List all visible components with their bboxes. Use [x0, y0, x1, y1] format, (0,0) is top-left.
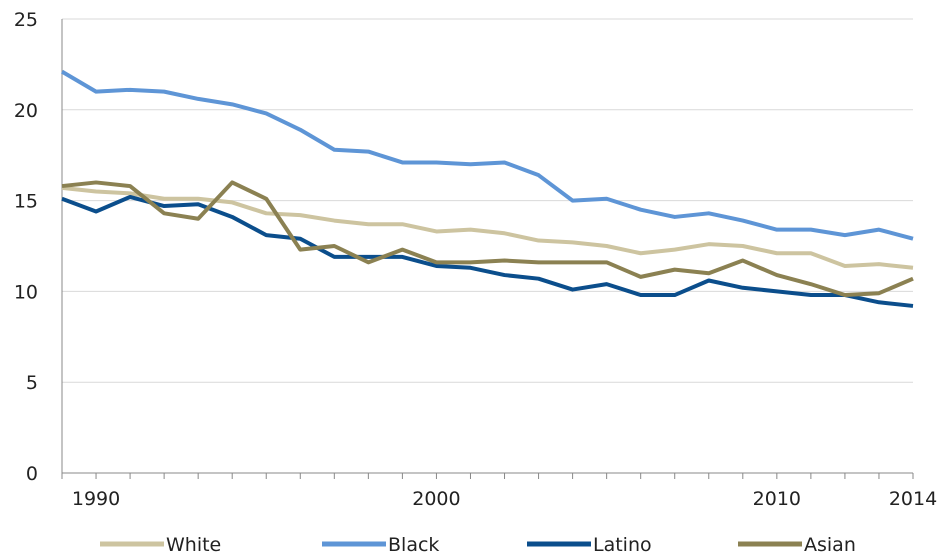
legend-item-black: Black [322, 534, 439, 556]
x-tick-label: 2014 [889, 488, 937, 510]
legend: White Black Latino Asian [100, 534, 856, 556]
x-tick-label: 2010 [753, 488, 801, 510]
x-tick-label: 2000 [412, 488, 460, 510]
y-tick-label: 15 [14, 191, 38, 213]
axes: 0 5 10 15 20 25 1990 2000 2010 2014 [14, 9, 937, 510]
legend-label: White [166, 534, 221, 556]
series-line-white [61, 185, 914, 270]
x-tick-label: 1990 [72, 488, 120, 510]
y-tick-label: 10 [14, 281, 38, 303]
series-lines [60, 69, 914, 308]
y-tick-label: 20 [14, 100, 38, 122]
legend-label: Asian [804, 534, 856, 556]
series-line-latino [61, 194, 914, 308]
y-tick-label: 0 [26, 463, 38, 485]
series-line-asian [61, 180, 914, 298]
y-tick-label: 5 [26, 372, 38, 394]
y-tick-label: 25 [14, 9, 38, 31]
legend-item-asian: Asian [738, 534, 856, 556]
series-line-black [60, 69, 914, 241]
legend-label: Latino [593, 534, 652, 556]
legend-label: Black [388, 534, 439, 556]
legend-item-white: White [100, 534, 221, 556]
legend-item-latino: Latino [527, 534, 652, 556]
